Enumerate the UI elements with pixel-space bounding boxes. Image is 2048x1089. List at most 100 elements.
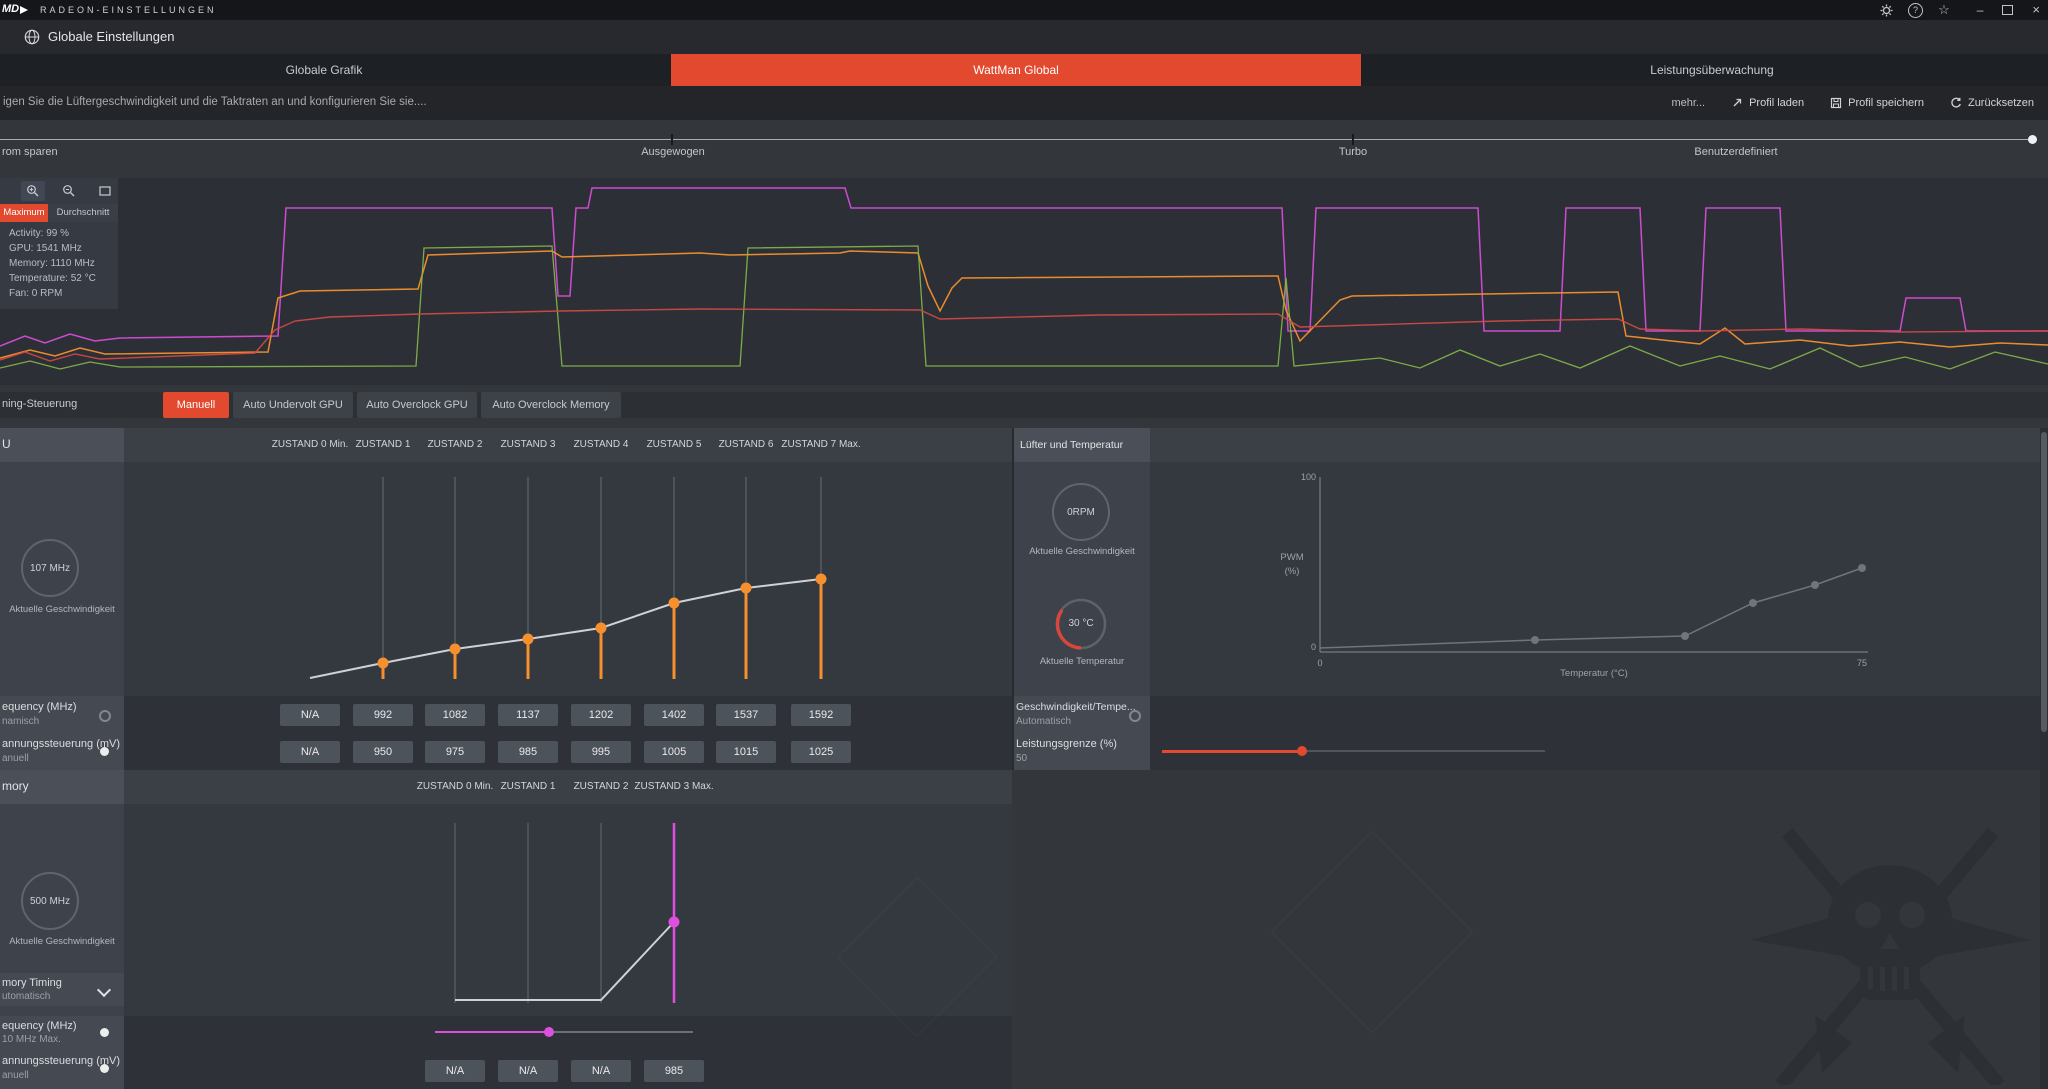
gpu-freq-value-4[interactable]: 1202 [571,704,631,726]
window-title: RADEON-EINSTELLUNGEN [40,5,217,15]
tuning-button-manuell[interactable]: Manuell [163,392,229,418]
gpu-volt-value-1[interactable]: 950 [353,741,413,763]
fan-header-band [1150,428,2048,462]
fan-curve-sublabel: Automatisch [1016,716,1072,727]
minimize-button[interactable]: – [1976,3,1984,17]
pwm-point-1[interactable] [1531,636,1539,644]
zoom-in-icon [27,185,39,197]
gpu-frequency-toggle[interactable] [99,710,111,722]
gpu-state1-handle[interactable] [377,657,389,669]
memory-volt-value-0[interactable]: N/A [425,1060,485,1082]
preset-label-benutzerdefiniert[interactable]: Benutzerdefiniert [1694,146,1778,158]
pwm-xlabel: Temperatur (°C) [1560,668,1628,679]
gpu-state-5: ZUSTAND 5 [646,439,702,450]
memory-volt-value-3[interactable]: 985 [644,1060,704,1082]
maximize-button[interactable] [2002,5,2014,15]
preset-label-strom-sparen[interactable]: rom sparen [2,146,58,158]
memory-state-header-band [124,770,1012,804]
fan-chart-area [1150,462,2048,696]
preset-label-ausgewogen[interactable]: Ausgewogen [641,146,705,158]
scrollbar-track[interactable] [2040,428,2048,1089]
power-limit-slider-handle[interactable] [1297,746,1307,756]
gpu-state6-handle[interactable] [740,582,752,594]
gpu-state5-handle[interactable] [668,597,680,609]
tab-leistungsueberwachung[interactable]: Leistungsüberwachung [1650,63,1774,77]
fan-section-header: Lüfter und Temperatur [1014,428,1150,462]
pwm-point-2[interactable] [1681,632,1689,640]
gpu-state-6: ZUSTAND 6 [718,439,774,450]
legend-tab-maximum[interactable]: Maximum [0,204,48,222]
pwm-x-min: 0 [1317,658,1323,668]
preset-tick-ausgewogen[interactable] [671,134,673,145]
memory-frequency-slider-handle[interactable] [544,1027,554,1037]
gpu-freq-value-5[interactable]: 1402 [644,704,704,726]
legend-tab-durchschnitt[interactable]: Durchschnitt [48,204,118,222]
fit-view-button[interactable] [93,181,117,201]
gpu-state4-handle[interactable] [595,622,607,634]
load-profile-button[interactable]: Profil laden [1731,97,1804,109]
gpu-state2-handle[interactable] [449,643,461,655]
gpu-state7-handle[interactable] [815,573,827,585]
memory-volt-value-2[interactable]: N/A [571,1060,631,1082]
fan-curve-toggle[interactable] [1129,710,1141,722]
memory-frequency-slider-track[interactable] [435,1031,693,1033]
gpu-volt-value-0[interactable]: N/A [280,741,340,763]
gpu-freq-value-7[interactable]: 1592 [791,704,851,726]
preset-slider-handle[interactable] [2028,135,2037,144]
tab-wattman-global[interactable]: WattMan Global [671,54,1361,86]
gpu-freq-value-2[interactable]: 1082 [425,704,485,726]
memory-state3-handle[interactable] [668,916,680,928]
pwm-point-4[interactable] [1811,581,1819,589]
gpu-state3-handle[interactable] [522,633,534,645]
zoom-out-button[interactable] [57,181,81,201]
tuning-button-oc-memory[interactable]: Auto Overclock Memory [481,392,621,418]
gpu-freq-value-6[interactable]: 1537 [716,704,776,726]
more-link[interactable]: mehr... [1671,97,1706,109]
preset-label-turbo[interactable]: Turbo [1338,146,1368,158]
gpu-freq-value-3[interactable]: 1137 [498,704,558,726]
power-limit-slider-track[interactable] [1162,750,1545,752]
temperature-value: 30 °C [1068,618,1094,629]
gpu-volt-value-6[interactable]: 1015 [716,741,776,763]
gpu-freq-value-1[interactable]: 992 [353,704,413,726]
memory-timing-cell[interactable]: mory Timing utomatisch [0,973,124,1006]
gpu-volt-value-2[interactable]: 975 [425,741,485,763]
tuning-button-oc-gpu[interactable]: Auto Overclock GPU [357,392,477,418]
gpu-volt-value-4[interactable]: 995 [571,741,631,763]
save-profile-button[interactable]: Profil speichern [1830,97,1924,109]
gpu-volt-value-7[interactable]: 1025 [791,741,851,763]
gear-icon[interactable] [1880,4,1893,17]
memory-volt-value-1[interactable]: N/A [498,1060,558,1082]
fan-curve-label-cell: Geschwindigkeit/Tempe... Automatisch [1014,696,1150,733]
preset-slider-track[interactable] [0,139,2036,140]
preset-tick-turbo[interactable] [1352,134,1354,145]
pwm-point-5[interactable] [1858,564,1866,572]
gpu-speed-gauge: 107 MHz [21,539,79,597]
tab-globale-grafik[interactable]: Globale Grafik [285,63,363,77]
gpu-volt-value-3[interactable]: 985 [498,741,558,763]
tuning-button-undervolt[interactable]: Auto Undervolt GPU [233,392,353,418]
memory-section-label: mory [2,779,29,793]
temperature-gauge-label: Aktuelle Temperatur [1039,656,1125,667]
zoom-in-button[interactable] [21,181,45,201]
power-limit-label: Leistungsgrenze (%) [1016,738,1117,750]
gpu-voltage-toggle[interactable] [100,747,109,756]
memory-voltage-toggle[interactable] [100,1064,109,1073]
help-icon[interactable]: ? [1908,2,1924,18]
star-icon[interactable]: ☆ [1938,2,1950,17]
gpu-volt-value-5[interactable]: 1005 [644,741,704,763]
panel-divider [1012,428,1014,770]
pwm-point-3[interactable] [1749,599,1757,607]
reset-button[interactable]: Zurücksetzen [1950,97,2034,109]
stat-gpu: GPU: 1541 MHz [9,243,82,254]
info-bar: igen Sie die Lüftergeschwindigkeit und d… [0,86,2048,120]
amd-logo: MD [2,3,20,15]
activity-line [0,245,2048,370]
fan-speed-gauge-label: Aktuelle Geschwindigkeit [1029,546,1135,557]
power-limit-slider-fill [1162,750,1302,753]
close-button[interactable]: × [2032,2,2040,17]
memory-frequency-toggle[interactable] [100,1028,109,1037]
gpu-state-3: ZUSTAND 3 [500,439,556,450]
gpu-freq-value-0[interactable]: N/A [280,704,340,726]
scrollbar-thumb[interactable] [2041,432,2047,732]
